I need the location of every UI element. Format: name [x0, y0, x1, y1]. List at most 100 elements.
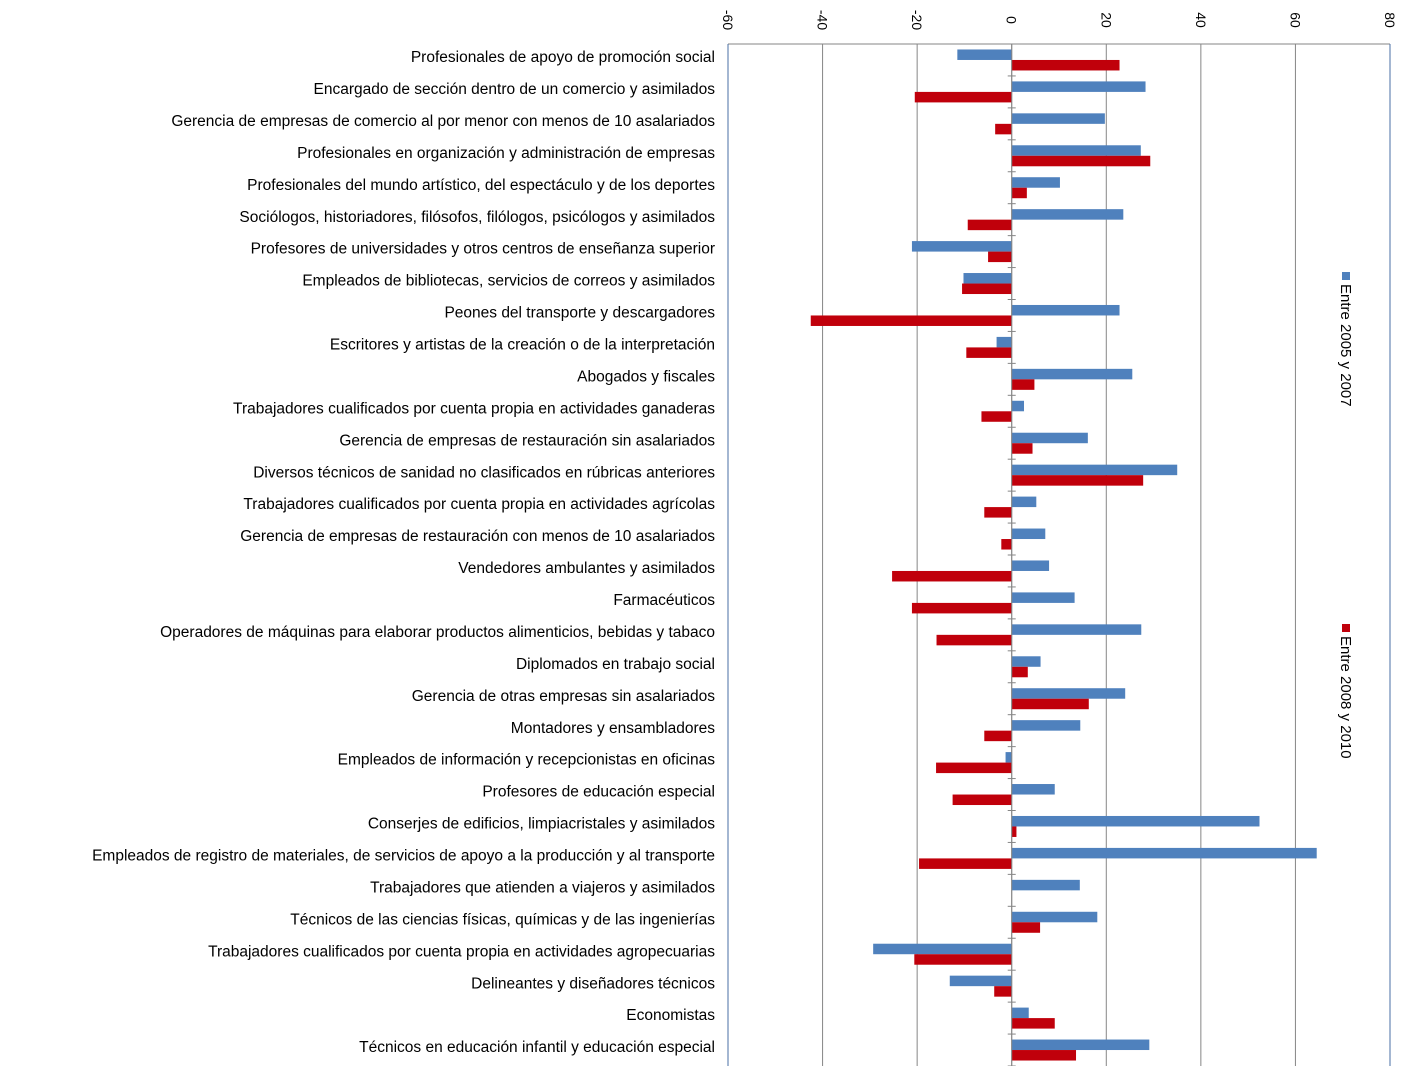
bar-series-1	[1011, 1007, 1029, 1019]
tick-label: 20	[1098, 12, 1114, 28]
category-label: Economistas	[626, 1007, 715, 1024]
category-label: Peones del transporte y descargadores	[444, 305, 715, 322]
bar-series-1	[963, 273, 1012, 284]
bar-series-2	[1001, 539, 1012, 550]
category-label: Técnicos en educación infantil y educaci…	[359, 1039, 715, 1056]
bar-series-2	[967, 219, 1012, 231]
bar-series-2	[1011, 187, 1027, 199]
bar-series-1	[1011, 464, 1178, 476]
category-label: Trabajadores que atienden a viajeros y a…	[370, 879, 715, 896]
category-label: Profesionales de apoyo de promoción soci…	[411, 49, 715, 66]
legend-label: Entre 2005 y 2007	[1337, 284, 1354, 407]
legend: Entre 2005 y 2007 Entre 2008 y 2010	[1337, 272, 1354, 759]
bar-series-2	[962, 283, 1012, 295]
category-label: Técnicos de las ciencias físicas, químic…	[290, 911, 715, 928]
category-label: Gerencia de empresas de restauración sin…	[339, 432, 715, 449]
bar-series-2	[810, 315, 1012, 326]
bar-series-2	[1011, 379, 1035, 390]
bar-series-2	[952, 794, 1012, 806]
category-label: Encargado de sección dentro de un comerc…	[313, 81, 715, 98]
bar-series-1	[1011, 400, 1025, 412]
tick-label: -20	[909, 10, 925, 30]
bar-series-2	[914, 954, 1012, 965]
bar-series-1	[1011, 528, 1046, 540]
bar-series-2	[988, 251, 1012, 263]
bar-series-1	[1011, 81, 1146, 92]
bar-series-2	[984, 507, 1012, 518]
bar-series-1	[1011, 847, 1317, 859]
category-label: Profesores de educación especial	[482, 784, 715, 801]
bar-series-2	[914, 91, 1012, 103]
bar-series-2	[919, 858, 1012, 869]
category-label: Escritores y artistas de la creación o d…	[330, 337, 715, 354]
category-label: Delineantes y diseñadores técnicos	[471, 975, 715, 992]
tick-label: -60	[720, 10, 736, 30]
category-label: Trabajadores cualificados por cuenta pro…	[233, 400, 715, 417]
category-label: Empleados de información y recepcionista…	[338, 752, 716, 769]
category-label: Farmacéuticos	[613, 592, 715, 609]
legend-item-2: Entre 2008 y 2010	[1337, 624, 1354, 759]
bar-series-2	[995, 123, 1012, 135]
category-label: Operadores de máquinas para elaborar pro…	[160, 624, 715, 641]
bar-series-1	[996, 336, 1012, 348]
category-label: Trabajadores cualificados por cuenta pro…	[243, 496, 715, 513]
bar-series-1	[1011, 177, 1060, 188]
bar-series-1	[1011, 209, 1124, 220]
bar-series-2	[966, 347, 1012, 358]
category-label: Diplomados en trabajo social	[516, 656, 715, 673]
tick-labels: -60 -40 -20 0 20 40 60 80	[720, 10, 1398, 30]
tick-label: 0	[1004, 16, 1020, 24]
category-label: Vendedores ambulantes y asimilados	[458, 560, 715, 577]
bar-series-2	[911, 602, 1012, 614]
category-label: Gerencia de otras empresas sin asalariad…	[412, 688, 716, 705]
category-label: Sociólogos, historiadores, filósofos, fi…	[239, 209, 715, 226]
bar-series-1	[1011, 815, 1260, 827]
bar-series-1	[1011, 560, 1050, 571]
bar-series-2	[1011, 59, 1120, 71]
category-label: Gerencia de empresas de restauración con…	[240, 528, 715, 545]
bar-series-1	[1011, 688, 1126, 699]
bars	[810, 49, 1317, 1061]
legend-swatch	[1342, 272, 1350, 280]
bar-series-1	[1011, 432, 1088, 444]
category-label: Profesores de universidades y otros cent…	[251, 241, 715, 258]
category-label: Empleados de bibliotecas, servicios de c…	[302, 273, 715, 290]
category-label: Empleados de registro de materiales, de …	[92, 848, 715, 865]
category-label: Profesionales en organización y administ…	[297, 145, 715, 162]
bar-series-2	[936, 762, 1012, 774]
bar-series-2	[892, 570, 1012, 582]
bar-series-1	[1011, 1039, 1150, 1051]
category-labels: Profesionales de apoyo de promoción soci…	[92, 49, 715, 1056]
tick-label: 80	[1382, 12, 1398, 28]
bar-series-1	[1011, 784, 1055, 795]
bar-series-1	[1011, 113, 1105, 124]
bar-series-1	[1011, 592, 1075, 603]
bar-series-2	[981, 411, 1012, 422]
bar-series-1	[1011, 496, 1037, 508]
bar-series-2	[1011, 666, 1028, 678]
bar-series-1	[1005, 752, 1012, 763]
bar-series-2	[1011, 475, 1144, 486]
bar-series-2	[994, 986, 1012, 997]
bar-series-1	[1011, 145, 1141, 156]
category-label: Montadores y ensambladores	[511, 720, 715, 737]
bar-series-2	[984, 730, 1012, 742]
bar-series-1	[1011, 720, 1081, 731]
bar-series-2	[1011, 1050, 1077, 1061]
bar-series-1	[911, 241, 1012, 252]
bar-series-1	[949, 975, 1012, 987]
category-label: Diversos técnicos de sanidad no clasific…	[253, 464, 715, 481]
bar-series-2	[936, 634, 1012, 646]
bar-series-1	[1011, 304, 1120, 316]
bar-series-1	[1011, 911, 1098, 923]
legend-swatch	[1342, 624, 1350, 632]
bar-series-2	[1011, 826, 1017, 837]
tick-label: -40	[815, 10, 831, 30]
category-label: Trabajadores cualificados por cuenta pro…	[208, 943, 715, 960]
tick-label: 60	[1287, 12, 1303, 28]
category-label: Gerencia de empresas de comercio al por …	[171, 113, 715, 130]
bar-series-2	[1011, 155, 1151, 167]
bar-series-2	[1011, 698, 1089, 710]
bar-series-1	[957, 49, 1012, 60]
